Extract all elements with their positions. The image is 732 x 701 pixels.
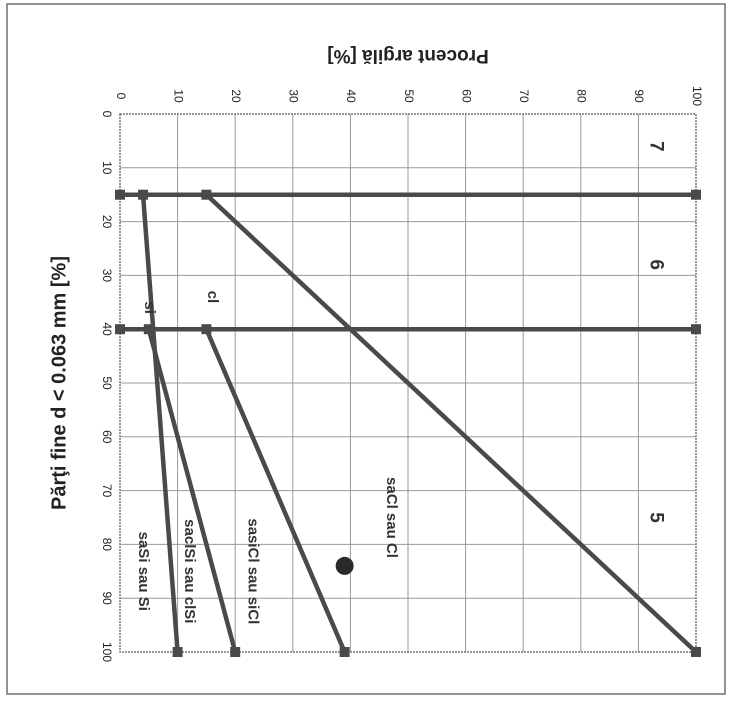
y-tick-label: 0: [114, 93, 128, 100]
region-label: si: [141, 301, 158, 314]
y-axis-ticks: 0 10 20 30 40 50 60 70 80 90 100: [114, 86, 704, 106]
line-marker: [115, 189, 125, 200]
y-tick-label: 90: [632, 89, 646, 103]
line-marker: [691, 647, 701, 657]
region-label: saclSi sau clSi: [181, 519, 198, 623]
y-tick-label: 40: [344, 89, 358, 103]
region-label: saSi sau Si: [135, 532, 152, 611]
x-tick-label: 30: [100, 269, 114, 283]
x-tick-label: 40: [100, 323, 114, 337]
region-label: saCl sau Cl: [383, 477, 400, 558]
x-axis-ticks: 0 10 20 30 40 50 60 70 80 90 100: [100, 111, 114, 663]
y-tick-label: 70: [517, 89, 531, 103]
x-tick-label: 0: [100, 111, 114, 118]
x-tick-label: 100: [100, 642, 114, 662]
y-tick-label: 50: [402, 89, 416, 103]
line-marker: [115, 324, 125, 335]
boundary-line-5: [140, 192, 180, 655]
y-tick-label: 10: [171, 89, 185, 103]
y-tick-label: 80: [575, 89, 589, 103]
line-marker: [138, 189, 149, 200]
y-axis-title: Procent argilă [%]: [327, 45, 489, 66]
boundary-line-6: [146, 326, 238, 655]
line-marker: [201, 189, 212, 200]
x-tick-label: 80: [100, 538, 114, 552]
y-tick-label: 100: [690, 86, 704, 106]
region-label: cl: [204, 291, 221, 304]
boundary-line-4: [204, 326, 347, 655]
sample-point: [335, 556, 354, 575]
x-tick-label: 10: [100, 161, 114, 175]
boundary-line-3: [204, 192, 699, 655]
x-tick-label: 90: [100, 592, 114, 606]
x-tick-label: 50: [100, 376, 114, 390]
line-marker: [230, 647, 241, 657]
region-label: sasiCl sau siCl: [245, 518, 262, 624]
line-marker: [691, 189, 701, 200]
grid: [120, 114, 696, 652]
x-tick-label: 20: [100, 215, 114, 229]
line-marker: [143, 324, 154, 335]
x-tick-label: 70: [100, 484, 114, 498]
boundary-lines: [117, 192, 699, 655]
x-axis-title: Părţi fine d < 0.063 mm [%]: [48, 256, 70, 510]
y-tick-label: 60: [459, 89, 473, 103]
region-label: 7: [646, 141, 667, 152]
y-tick-label: 30: [287, 89, 301, 103]
line-marker: [339, 647, 350, 657]
region-label: 6: [646, 259, 667, 270]
y-tick-label: 20: [229, 89, 243, 103]
line-marker: [172, 647, 183, 657]
line-marker: [201, 324, 212, 335]
region-label: 5: [646, 512, 667, 523]
line-marker: [691, 324, 701, 335]
region-labels: 7 6 5 si cl saSi sau Si saclSi sau clSi sasiCl …: [135, 141, 667, 624]
x-tick-label: 60: [100, 430, 114, 444]
outer-frame: [6, 3, 726, 695]
plot-border: [119, 113, 697, 653]
line-markers: [115, 189, 701, 657]
